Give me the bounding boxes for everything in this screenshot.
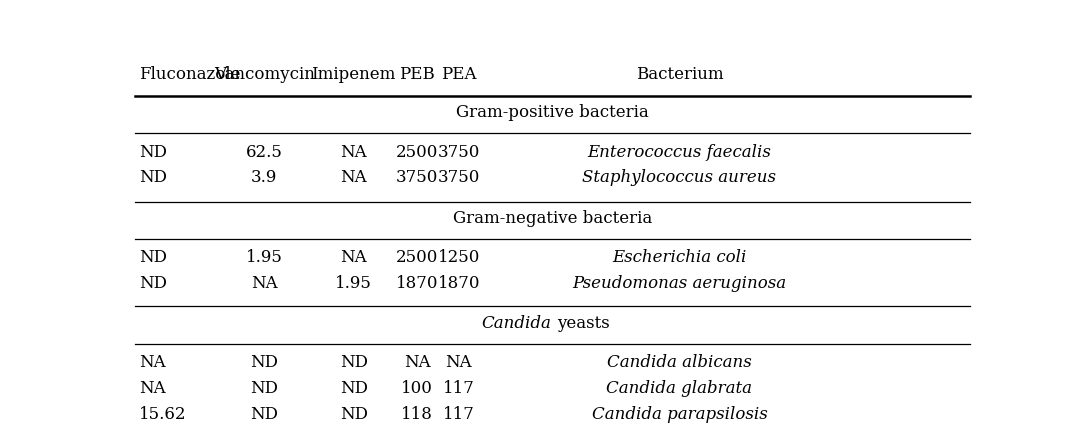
Text: 118: 118	[401, 406, 433, 423]
Text: 100: 100	[401, 380, 433, 397]
Text: ND: ND	[250, 406, 278, 423]
Text: NA: NA	[341, 249, 367, 266]
Text: NA: NA	[404, 354, 430, 371]
Text: yeasts: yeasts	[556, 314, 609, 332]
Text: 3750: 3750	[438, 169, 480, 186]
Text: 1250: 1250	[438, 249, 480, 266]
Text: Imipenem: Imipenem	[312, 66, 396, 83]
Text: NA: NA	[251, 275, 277, 292]
Text: 15.62: 15.62	[139, 406, 186, 423]
Text: Gram-positive bacteria: Gram-positive bacteria	[456, 104, 649, 121]
Text: ND: ND	[250, 354, 278, 371]
Text: Candida: Candida	[481, 314, 551, 332]
Text: ND: ND	[340, 380, 368, 397]
Text: ND: ND	[139, 249, 167, 266]
Text: Escherichia coli: Escherichia coli	[612, 249, 747, 266]
Text: 1.95: 1.95	[335, 275, 372, 292]
Text: ND: ND	[250, 380, 278, 397]
Text: 117: 117	[443, 380, 474, 397]
Text: 1870: 1870	[438, 275, 480, 292]
Text: Vancomycin: Vancomycin	[213, 66, 315, 83]
Text: Enterococcus faecalis: Enterococcus faecalis	[588, 144, 772, 161]
Text: NA: NA	[341, 144, 367, 161]
Text: NA: NA	[139, 380, 166, 397]
Text: Staphylococcus aureus: Staphylococcus aureus	[582, 169, 776, 186]
Text: ND: ND	[340, 406, 368, 423]
Text: Candida glabrata: Candida glabrata	[607, 380, 752, 397]
Text: PEA: PEA	[441, 66, 476, 83]
Text: Bacterium: Bacterium	[636, 66, 723, 83]
Text: 2500: 2500	[396, 144, 439, 161]
Text: 3750: 3750	[396, 169, 439, 186]
Text: Pseudomonas aeruginosa: Pseudomonas aeruginosa	[572, 275, 787, 292]
Text: 1.95: 1.95	[246, 249, 282, 266]
Text: Gram-negative bacteria: Gram-negative bacteria	[453, 210, 652, 227]
Text: 2500: 2500	[396, 249, 439, 266]
Text: ND: ND	[139, 144, 167, 161]
Text: ND: ND	[139, 275, 167, 292]
Text: PEB: PEB	[399, 66, 436, 83]
Text: 117: 117	[443, 406, 474, 423]
Text: ND: ND	[340, 354, 368, 371]
Text: 62.5: 62.5	[246, 144, 282, 161]
Text: Candida albicans: Candida albicans	[607, 354, 751, 371]
Text: 3.9: 3.9	[251, 169, 277, 186]
Text: ND: ND	[139, 169, 167, 186]
Text: NA: NA	[139, 354, 166, 371]
Text: Fluconazole: Fluconazole	[139, 66, 240, 83]
Text: 1870: 1870	[396, 275, 439, 292]
Text: NA: NA	[445, 354, 472, 371]
Text: Candida parapsilosis: Candida parapsilosis	[592, 406, 768, 423]
Text: NA: NA	[341, 169, 367, 186]
Text: 3750: 3750	[438, 144, 480, 161]
